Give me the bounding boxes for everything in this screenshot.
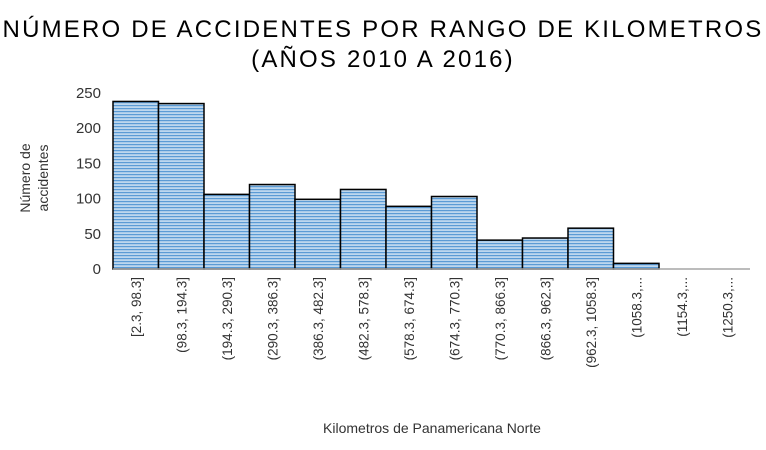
x-category-label-10: (962.3, 1058.3] xyxy=(584,277,599,368)
y-tick-label-0: 0 xyxy=(93,261,101,278)
bars-group xyxy=(112,100,660,270)
y-axis-label-line2: accidentes xyxy=(35,145,51,212)
y-tick-label-2: 100 xyxy=(76,191,101,208)
x-category-label-0: [2.3, 98.3] xyxy=(129,277,144,337)
y-tick-label-4: 200 xyxy=(76,120,101,137)
bar-0 xyxy=(112,100,160,270)
y-tick-labels: 0 50 100 150 200 250 xyxy=(76,85,101,278)
x-category-label-8: (770.3, 866.3] xyxy=(493,277,508,360)
x-category-label-11: (1058.3,... xyxy=(629,277,644,338)
x-category-label-1: (98.3, 194.3] xyxy=(174,277,189,353)
y-axis-label-line1: Número de xyxy=(17,143,33,212)
bar-3 xyxy=(248,183,296,270)
bar-10 xyxy=(567,227,615,270)
chart-title-line1: NÚMERO DE ACCIDENTES POR RANGO DE KILOME… xyxy=(2,16,764,43)
x-axis-label: Kilometros de Panamericana Norte xyxy=(323,420,541,436)
x-category-label-5: (482.3, 578.3] xyxy=(356,277,371,360)
x-category-labels: [2.3, 98.3] (98.3, 194.3] (194.3, 290.3] (2… xyxy=(129,277,736,368)
x-category-label-6: (578.3, 674.3] xyxy=(402,277,417,360)
bar-11 xyxy=(612,262,660,270)
x-category-label-2: (194.3, 290.3] xyxy=(220,277,235,360)
x-category-label-13: (1250.3,... xyxy=(720,277,735,338)
bar-5 xyxy=(339,188,387,270)
y-tick-label-5: 250 xyxy=(76,85,101,102)
y-tick-label-1: 50 xyxy=(84,226,101,243)
x-category-label-9: (866.3, 962.3] xyxy=(538,277,553,360)
bar-9 xyxy=(521,237,569,270)
bar-2 xyxy=(203,193,251,270)
x-category-label-3: (290.3, 386.3] xyxy=(265,277,280,360)
y-tick-label-3: 150 xyxy=(76,155,101,172)
bar-6 xyxy=(385,205,433,270)
bar-8 xyxy=(476,239,524,270)
bar-7 xyxy=(430,195,478,270)
chart-title-line2: (AÑOS 2010 A 2016) xyxy=(251,46,515,73)
bar-1 xyxy=(157,102,205,270)
x-category-label-7: (674.3, 770.3] xyxy=(447,277,462,360)
bar-4 xyxy=(294,198,342,270)
x-category-label-12: (1154.3,... xyxy=(675,277,690,337)
x-category-label-4: (386.3, 482.3] xyxy=(311,277,326,360)
